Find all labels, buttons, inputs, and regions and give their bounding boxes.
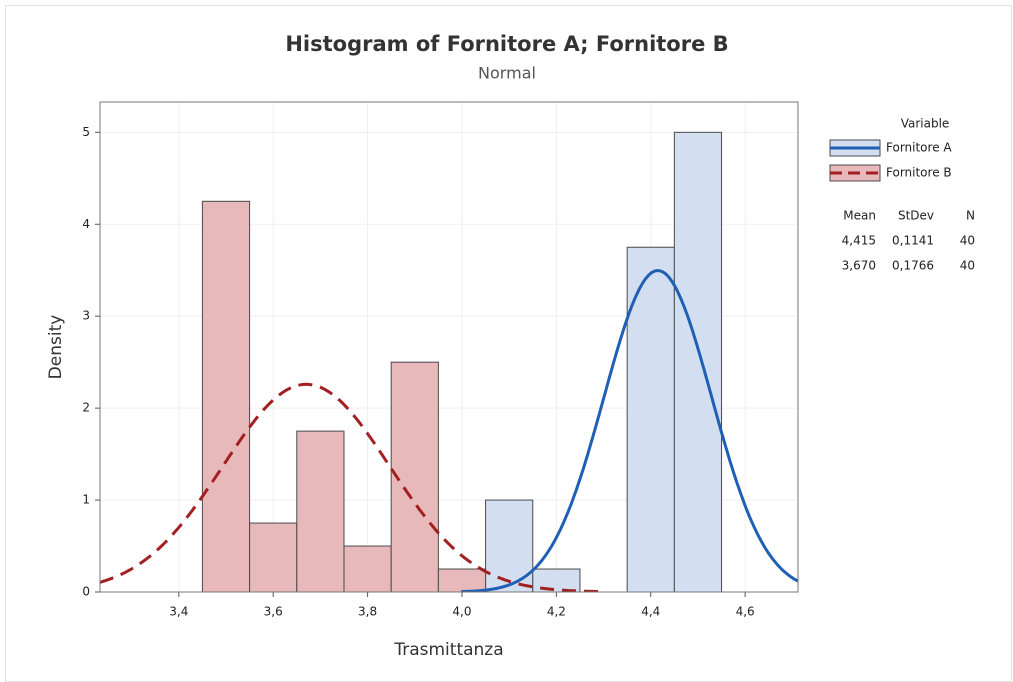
y-axis-label: Density bbox=[46, 315, 66, 380]
legend-title: Variable bbox=[901, 117, 950, 131]
stats-header: N bbox=[966, 209, 975, 223]
x-tick-label: 4,4 bbox=[641, 605, 660, 619]
y-tick-label: 0 bbox=[82, 585, 90, 599]
x-tick-label: 3,6 bbox=[264, 605, 283, 619]
bar bbox=[202, 201, 249, 592]
bar bbox=[250, 523, 297, 592]
bar bbox=[674, 132, 721, 592]
stats-header: StDev bbox=[898, 209, 934, 223]
bar bbox=[486, 500, 533, 592]
legend-label: Fornitore A bbox=[886, 141, 952, 155]
chart-title: Histogram of Fornitore A; Fornitore B bbox=[285, 32, 728, 56]
stat-mean: 4,415 bbox=[842, 234, 876, 248]
chart-subtitle: Normal bbox=[478, 64, 536, 83]
x-tick-label: 3,4 bbox=[169, 605, 188, 619]
stat-stdev: 0,1766 bbox=[892, 259, 934, 273]
chart: Histogram of Fornitore A; Fornitore B No… bbox=[0, 0, 1013, 682]
y-tick-label: 1 bbox=[82, 493, 90, 507]
x-tick-label: 4,2 bbox=[547, 605, 566, 619]
y-tick-label: 3 bbox=[82, 309, 90, 323]
stats-header: Mean bbox=[843, 209, 876, 223]
x-tick-label: 4,0 bbox=[452, 605, 471, 619]
bar bbox=[533, 569, 580, 592]
x-tick-label: 4,6 bbox=[736, 605, 755, 619]
stat-n: 40 bbox=[960, 234, 975, 248]
bar bbox=[344, 546, 391, 592]
y-tick-label: 4 bbox=[82, 217, 90, 231]
x-axis-label: Trasmittanza bbox=[393, 640, 503, 660]
bar bbox=[297, 431, 344, 592]
stat-n: 40 bbox=[960, 259, 975, 273]
bar bbox=[438, 569, 485, 592]
y-tick-label: 5 bbox=[82, 125, 90, 139]
stat-stdev: 0,1141 bbox=[892, 234, 934, 248]
y-tick-label: 2 bbox=[82, 401, 90, 415]
stat-mean: 3,670 bbox=[842, 259, 876, 273]
legend-label: Fornitore B bbox=[886, 166, 952, 180]
x-tick-label: 3,8 bbox=[358, 605, 377, 619]
